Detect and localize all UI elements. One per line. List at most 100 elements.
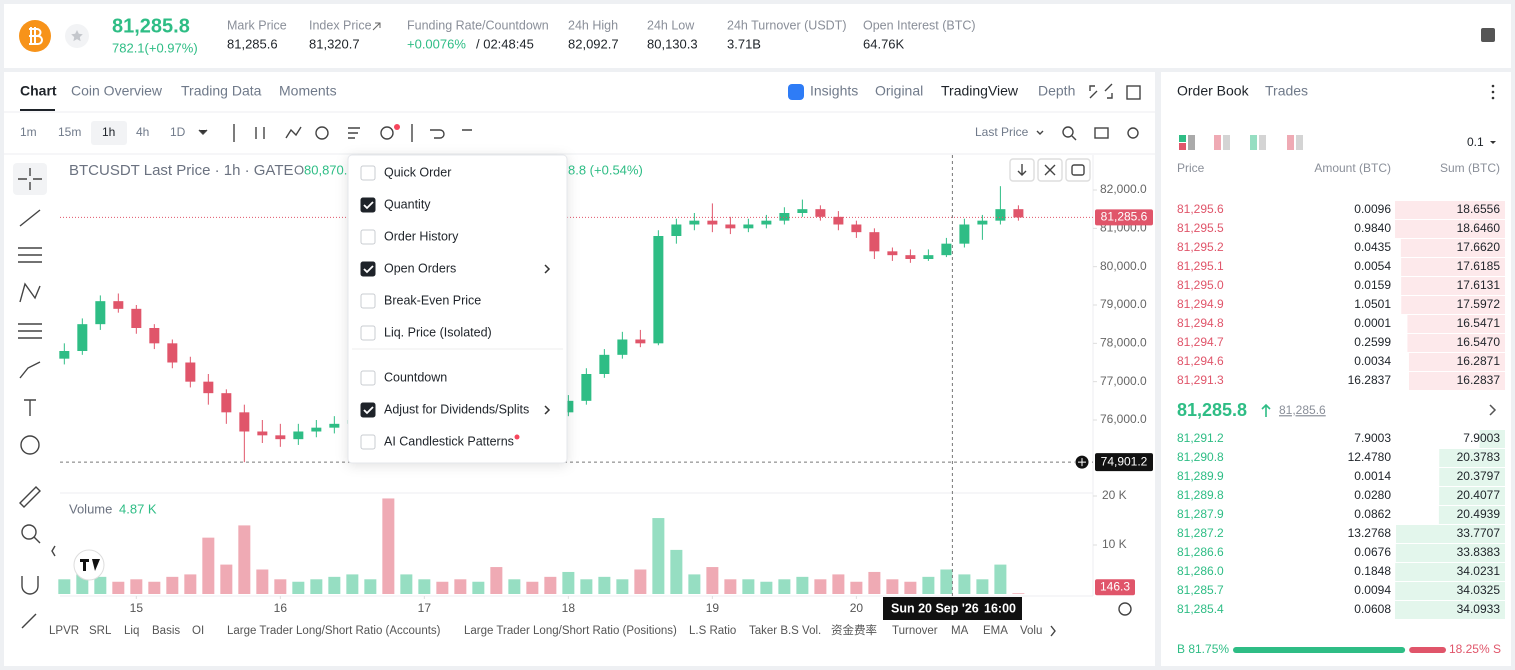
menu-item[interactable]: Quick Order [384, 165, 451, 179]
volume-bar [976, 579, 989, 594]
y-tick-label: 79,000.0 [1100, 297, 1147, 311]
checkbox[interactable] [360, 229, 376, 245]
buy-ratio: B 81.75% [1177, 642, 1229, 656]
indicator[interactable]: EMA [983, 625, 1008, 637]
price-type[interactable]: Last Price [975, 125, 1029, 139]
menu-item[interactable]: Order History [384, 229, 459, 243]
volume-title: Volume [69, 501, 112, 516]
menu-item[interactable]: Break-Even Price [384, 293, 481, 307]
checkbox[interactable] [360, 293, 376, 309]
checkbox[interactable] [360, 165, 376, 181]
candle-body [923, 255, 934, 259]
indicator[interactable]: Taker B.S Vol. [749, 625, 821, 637]
volume-bar [310, 579, 323, 594]
interval[interactable]: 1D [170, 125, 186, 139]
x-tick-label: 19 [706, 601, 720, 615]
indicator[interactable]: Basis [152, 625, 180, 637]
view-tab[interactable]: TradingView [941, 83, 1019, 99]
amount-cell: 0.0034 [1354, 354, 1391, 368]
view-tab[interactable]: Original [875, 83, 923, 99]
volume-bar [364, 579, 377, 594]
price-cell: 81,294.7 [1177, 335, 1224, 349]
candle-body [743, 224, 754, 229]
interval[interactable]: 1m [20, 125, 37, 139]
stat-countdown: / 02:48:45 [476, 36, 534, 51]
amount-cell: 13.2768 [1348, 526, 1392, 540]
candle-body [905, 255, 916, 259]
stat-label: Mark Price [227, 18, 287, 32]
price-cell: 81,285.4 [1177, 602, 1224, 616]
crosshair-time: 16:00 [984, 601, 1016, 615]
x-tick-label: 15 [130, 601, 144, 615]
indicator[interactable]: OI [192, 625, 204, 637]
volume-bar [256, 569, 269, 594]
candle-body [887, 251, 898, 256]
amount-cell: 0.9840 [1354, 221, 1391, 235]
precision[interactable]: 0.1 [1467, 135, 1484, 149]
candle-body [77, 324, 88, 351]
amount-cell: 0.0054 [1354, 259, 1391, 273]
indicator[interactable]: Volu [1020, 625, 1042, 637]
checkbox[interactable] [360, 402, 376, 418]
order-book-tab[interactable]: Order Book [1177, 83, 1250, 99]
interval[interactable]: 1h [102, 125, 115, 139]
amount-cell: 0.0676 [1354, 545, 1391, 559]
indicator[interactable]: MA [951, 625, 969, 637]
price-cell: 81,290.8 [1177, 450, 1224, 464]
new-badge [394, 124, 400, 130]
checkbox[interactable] [360, 261, 376, 277]
volume-bar [184, 574, 197, 594]
indicator[interactable]: LPVR [49, 625, 79, 637]
indicator-bar [40, 620, 1070, 642]
checkbox[interactable] [360, 370, 376, 386]
candle-body [563, 400, 574, 413]
view-tab[interactable]: Insights [810, 83, 858, 99]
layout-icon[interactable] [1481, 28, 1495, 42]
chart-tab[interactable]: Chart [20, 83, 57, 99]
active-interval [91, 121, 127, 145]
depth-bar [1401, 277, 1505, 295]
menu-item[interactable]: Quantity [384, 197, 431, 211]
volume-bar [634, 569, 647, 594]
chart-tab[interactable]: Moments [279, 83, 337, 99]
menu-item[interactable]: Open Orders [384, 261, 456, 275]
menu-item[interactable]: Liq. Price (Isolated) [384, 325, 492, 339]
indicator[interactable]: Liq [124, 625, 139, 637]
menu-item[interactable]: Countdown [384, 370, 447, 384]
chart-tab[interactable]: Trading Data [181, 83, 262, 99]
checkmark [363, 201, 374, 210]
candle-body [149, 327, 160, 344]
depth-bar [1395, 220, 1505, 238]
view-tab[interactable]: Depth [1038, 83, 1075, 99]
volume-bar [598, 576, 611, 594]
candle-body [653, 235, 664, 344]
price-cell: 81,286.6 [1177, 545, 1224, 559]
indicator[interactable]: Large Trader Long/Short Ratio (Accounts) [227, 625, 441, 637]
checkbox[interactable] [360, 197, 376, 213]
menu-item[interactable]: Adjust for Dividends/Splits [384, 402, 529, 416]
order-book-tab[interactable]: Trades [1265, 83, 1308, 99]
interval[interactable]: 4h [136, 125, 149, 139]
amount-cell: 0.0608 [1354, 602, 1391, 616]
indicator[interactable]: SRL [89, 625, 112, 637]
candle-body [95, 301, 106, 325]
amount-cell: 0.0001 [1354, 316, 1391, 330]
volume-bar [436, 581, 449, 594]
indicator[interactable]: 资金费率 [831, 623, 877, 637]
indicator[interactable]: L.S Ratio [689, 625, 736, 637]
interval[interactable]: 15m [58, 125, 81, 139]
volume-bar [130, 579, 143, 594]
stat-value: 81,285.6 [227, 36, 278, 51]
amount-cell: 0.1848 [1354, 564, 1391, 578]
price-cell: 81,289.9 [1177, 469, 1224, 483]
volume-last-tag [1095, 579, 1135, 596]
checkbox[interactable] [360, 434, 376, 450]
chart-tab[interactable]: Coin Overview [71, 83, 163, 99]
indicator[interactable]: Turnover [892, 625, 938, 637]
sum-cell: 16.2837 [1457, 373, 1501, 387]
x-tick-label: 16 [274, 601, 288, 615]
indicator[interactable]: Large Trader Long/Short Ratio (Positions… [464, 625, 677, 637]
volume-tick-label: 10 K [1102, 537, 1127, 551]
menu-item[interactable]: AI Candlestick Patterns [384, 434, 514, 448]
checkbox[interactable] [360, 325, 376, 341]
